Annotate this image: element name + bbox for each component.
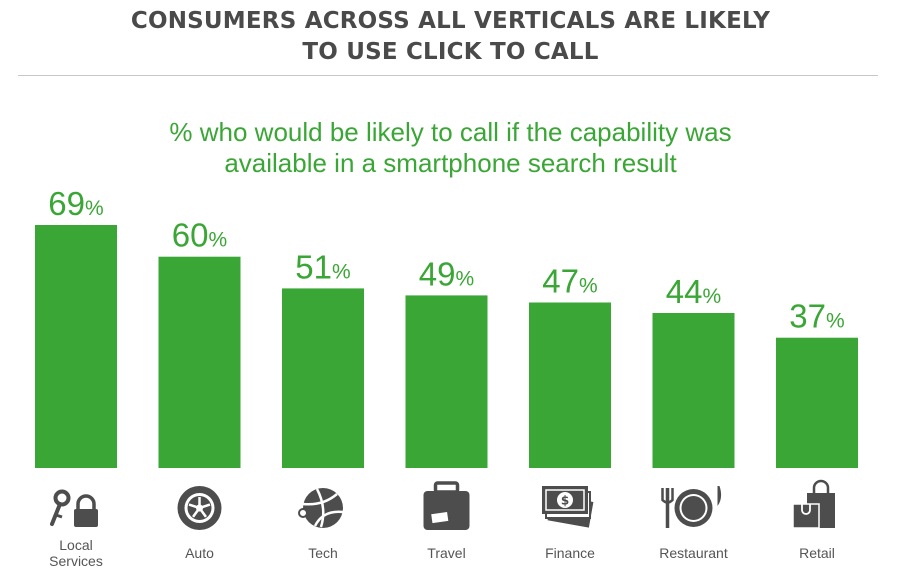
- data-label: 49%: [419, 255, 474, 292]
- data-label: 60%: [172, 217, 227, 254]
- category-label: Local Services: [49, 537, 103, 569]
- data-label: 44%: [666, 273, 721, 310]
- data-label: 69%: [48, 185, 103, 222]
- chart-title: CONSUMERS ACROSS ALL VERTICALS ARE LIKEL…: [0, 6, 901, 68]
- category-label: Travel: [427, 545, 465, 561]
- subtitle-line-1: % who would be likely to call if the cap…: [169, 117, 732, 147]
- title-divider: [18, 75, 878, 76]
- tire-icon: [177, 486, 222, 530]
- svg-text:$: $: [561, 494, 569, 508]
- money-icon: $: [542, 486, 594, 528]
- category-label: Finance: [545, 545, 595, 561]
- data-label: 51%: [295, 248, 350, 285]
- bar: [158, 256, 241, 468]
- shopping-bag-icon: [792, 479, 835, 529]
- data-label: 47%: [542, 262, 597, 299]
- suitcase-icon: [423, 481, 470, 530]
- subtitle-line-2: available in a smartphone search result: [224, 148, 677, 178]
- bar: [35, 225, 117, 468]
- bar: [652, 313, 735, 468]
- category-label: Retail: [799, 545, 835, 561]
- key-lock-icon: [50, 489, 98, 527]
- bar: [529, 302, 611, 468]
- tech-globe-icon: [298, 488, 344, 528]
- category-label: Tech: [308, 545, 338, 561]
- bar: [405, 295, 488, 468]
- title-line-1: CONSUMERS ACROSS ALL VERTICALS ARE LIKEL…: [130, 8, 771, 34]
- category-label: Auto: [185, 545, 214, 561]
- chart-subtitle: % who would be likely to call if the cap…: [0, 117, 901, 179]
- category-label: Restaurant: [659, 545, 728, 561]
- data-label: 37%: [789, 298, 844, 335]
- title-line-2: TO USE CLICK TO CALL: [302, 39, 599, 65]
- bar: [282, 288, 364, 468]
- bar: [776, 337, 858, 468]
- plate-cutlery-icon: [661, 486, 722, 528]
